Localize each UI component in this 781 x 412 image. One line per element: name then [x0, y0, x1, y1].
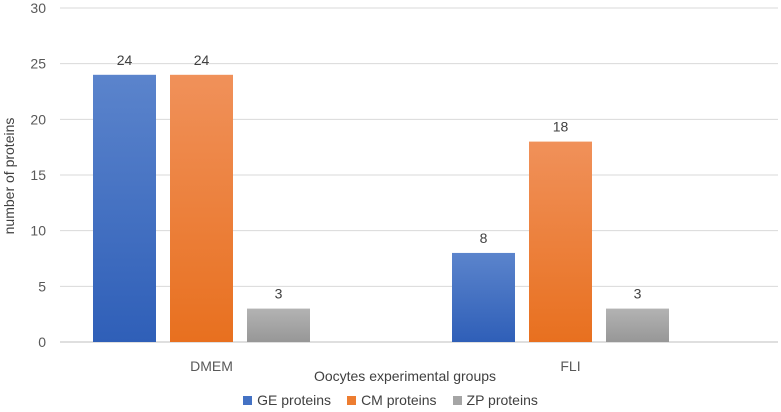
x-tick-label: DMEM [190, 358, 233, 374]
bar-dmem-zp-proteins [247, 308, 310, 342]
data-label: 24 [117, 52, 133, 68]
data-label: 18 [553, 119, 569, 135]
y-tick-label: 20 [30, 111, 46, 127]
bar-fli-cm-proteins [529, 141, 592, 342]
data-label: 8 [480, 230, 488, 246]
y-tick-label: 5 [38, 278, 46, 294]
bars [93, 74, 669, 343]
bar-dmem-cm-proteins [170, 74, 233, 343]
x-axis-ticks: DMEM FLI [190, 358, 581, 374]
data-label: 24 [194, 52, 210, 68]
bar-fli-ge-proteins [452, 252, 515, 342]
gridlines [60, 7, 778, 343]
legend: GE proteins CM proteins ZP proteins [0, 388, 781, 412]
bar-dmem-ge-proteins [93, 74, 156, 343]
legend-label: ZP proteins [466, 392, 538, 408]
bar-fli-zp-proteins [606, 308, 669, 342]
x-axis-title: Oocytes experimental groups [314, 368, 496, 384]
y-tick-label: 15 [30, 167, 46, 183]
legend-swatch [347, 395, 357, 405]
y-tick-label: 30 [30, 0, 46, 16]
data-label: 3 [275, 286, 283, 302]
y-tick-label: 10 [30, 223, 46, 239]
x-tick-label: FLI [560, 358, 580, 374]
legend-item: CM proteins [347, 392, 437, 408]
legend-item: GE proteins [243, 392, 331, 408]
data-label: 3 [634, 286, 642, 302]
y-axis-ticks: 0 5 10 15 20 25 30 [30, 0, 46, 350]
bar-chart: 0 5 10 15 20 25 30 24 24 3 8 18 3 DMEM FLI number of… [1, 0, 778, 384]
legend-swatch [243, 395, 253, 405]
y-tick-label: 25 [30, 56, 46, 72]
y-tick-label: 0 [38, 334, 46, 350]
y-axis-title: number of proteins [1, 118, 17, 235]
legend-swatch [452, 395, 462, 405]
legend-label: GE proteins [257, 392, 332, 408]
legend-label: CM proteins [361, 392, 437, 408]
legend-item: ZP proteins [452, 392, 538, 408]
data-labels: 24 24 3 8 18 3 [117, 52, 642, 302]
